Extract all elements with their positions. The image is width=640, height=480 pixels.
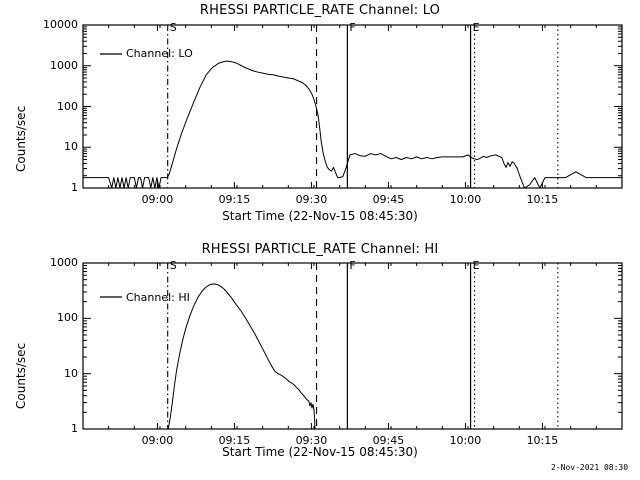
plot-area-lo xyxy=(82,24,623,189)
plot-area-hi xyxy=(82,262,623,430)
x-tick-label: 10:00 xyxy=(449,434,482,447)
y-tick-label: 10 xyxy=(64,140,78,154)
x-tick-label: 09:15 xyxy=(218,434,251,447)
render-timestamp: 2-Nov-2021 08:30 xyxy=(551,463,629,472)
marker-label-s: S xyxy=(169,259,177,272)
x-axis-title-lo: Start Time (22-Nov-15 08:45:30) xyxy=(222,209,418,223)
data-curve xyxy=(82,60,623,189)
plot-title-hi: RHESSI PARTICLE_RATE Channel: HI xyxy=(201,242,439,257)
marker-label-f: F xyxy=(349,21,356,34)
legend-entry-lo: Channel: LO xyxy=(126,47,193,60)
x-tick-label: 10:15 xyxy=(526,434,559,447)
legend-entry-hi: Channel: HI xyxy=(126,291,190,304)
marker-label-e: E xyxy=(472,21,480,34)
y-tick-label: 100 xyxy=(57,99,78,113)
marker-label-s: S xyxy=(169,21,177,34)
y-tick-label: 1 xyxy=(71,422,78,435)
data-curve xyxy=(167,283,316,430)
x-tick-label: 09:45 xyxy=(372,434,405,447)
y-tick-label: 10000 xyxy=(43,18,78,31)
x-tick-label: 09:45 xyxy=(372,193,405,206)
x-tick-label: 10:15 xyxy=(526,193,559,206)
y-tick-label: 1 xyxy=(71,181,78,194)
y-tick-label: 1000 xyxy=(50,58,78,72)
y-tick-label: 1000 xyxy=(50,256,78,269)
x-tick-label: 09:00 xyxy=(141,434,174,447)
x-tick-label: 09:30 xyxy=(295,193,328,206)
x-tick-label: 10:00 xyxy=(449,193,482,206)
x-tick-label: 09:00 xyxy=(141,193,174,206)
plot-title-lo: RHESSI PARTICLE_RATE Channel: LO xyxy=(199,3,441,18)
y-tick-label: 100 xyxy=(57,311,78,325)
x-axis-title-hi: Start Time (22-Nov-15 08:45:30) xyxy=(222,445,418,459)
marker-label-e: E xyxy=(472,259,480,272)
marker-label-f: F xyxy=(349,259,356,272)
x-tick-label: 09:30 xyxy=(295,434,328,447)
y-tick-label: 10 xyxy=(64,366,78,380)
x-tick-label: 09:15 xyxy=(218,193,251,206)
